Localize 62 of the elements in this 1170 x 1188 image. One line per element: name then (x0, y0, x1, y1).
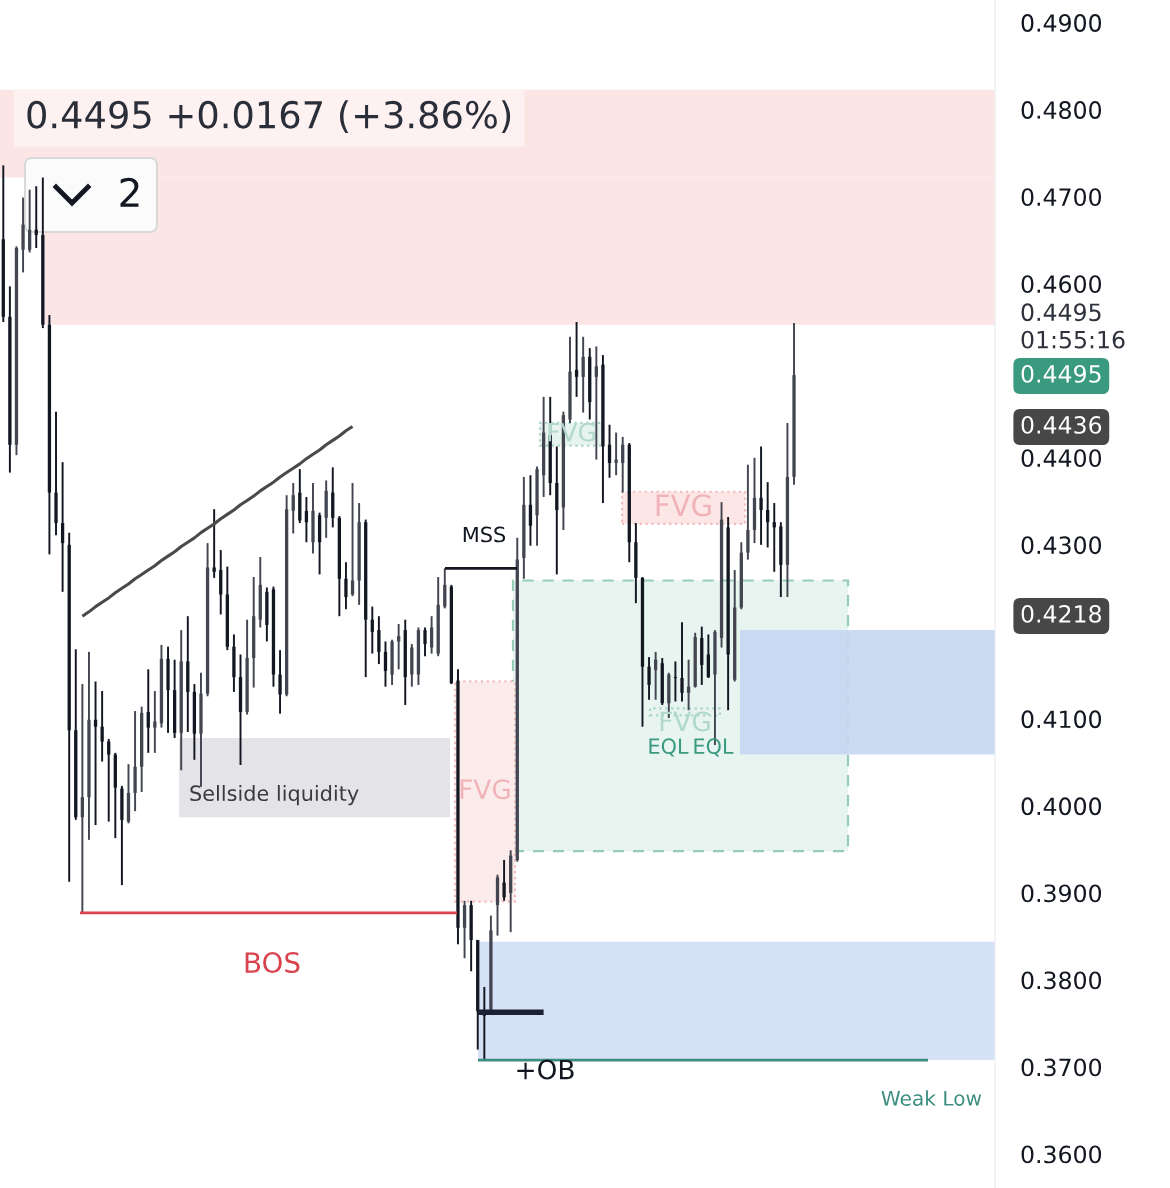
y-tick-label: 0.3600 (1021, 1145, 1102, 1164)
candlestick (528, 474, 533, 547)
annotation: EQL (694, 738, 734, 757)
y-tick-label: 0.3900 (1021, 884, 1102, 903)
candlestick (581, 335, 585, 414)
candlestick (759, 445, 763, 546)
band-label: +OB (517, 1059, 574, 1080)
y-tick-label: 0.4900 (1021, 14, 1102, 32)
candlestick (614, 431, 618, 477)
ref-line-label: BOS (245, 952, 300, 974)
candlestick (706, 633, 711, 679)
candlestick (28, 188, 32, 254)
annotation: EQL (649, 738, 689, 757)
y-tick-label: 0.4300 (1021, 536, 1102, 555)
candlestick (153, 690, 157, 754)
candlestick (80, 683, 85, 914)
text: 0.4495 (1021, 364, 1101, 383)
candlestick (146, 668, 150, 754)
candlestick (212, 508, 216, 579)
candlestick (443, 567, 447, 610)
y-tick-label: 0.4400 (1021, 449, 1102, 468)
candlestick (429, 615, 434, 655)
text: 0.4495 +0.0167 (+3.86%) (27, 100, 511, 134)
ref-line-label: MSS (463, 526, 506, 543)
candlestick (377, 615, 381, 666)
candlestick (594, 345, 598, 461)
candlestick (574, 321, 579, 398)
candlestick (100, 690, 104, 763)
y-tick-label: 0.3800 (1021, 971, 1102, 990)
annotation: 2 (120, 177, 139, 207)
band-label: FVG (660, 711, 710, 732)
candlestick (680, 621, 684, 703)
candlestick (383, 640, 388, 688)
y-tick-label: 0.3700 (1021, 1058, 1102, 1077)
candlestick (344, 561, 348, 611)
text: 0.4436 (1021, 415, 1102, 434)
candlestick (291, 482, 295, 535)
text: 0.4218 (1021, 604, 1101, 623)
candlestick (686, 658, 691, 712)
y-tick-label: 0.4100 (1021, 710, 1102, 729)
candlestick (766, 481, 770, 549)
ref-line-label: Weak Low (881, 1090, 982, 1106)
band-label: Sellside liquidity (190, 784, 359, 806)
y-tick-label: 0.4800 (1021, 101, 1102, 119)
candlestick (647, 656, 651, 701)
candlestick (423, 626, 427, 658)
candlestick (621, 435, 625, 494)
candlestick (93, 680, 98, 827)
candlestick (60, 461, 65, 593)
candlestick (502, 858, 506, 902)
candlestick (607, 423, 612, 479)
candlestick (278, 649, 282, 715)
candlestick (370, 605, 374, 655)
line-series (80, 424, 355, 618)
y-tick-label: 0.4600 (1021, 275, 1102, 294)
candlestick (462, 899, 467, 960)
text: 0.4495 01:55:16 (1021, 303, 1125, 349)
candlestick (107, 737, 111, 823)
candlestick (673, 660, 678, 703)
candlestick (746, 463, 750, 561)
y-tick-label: 0.4700 (1021, 188, 1102, 206)
y-tick-label: 0.4000 (1021, 797, 1102, 816)
